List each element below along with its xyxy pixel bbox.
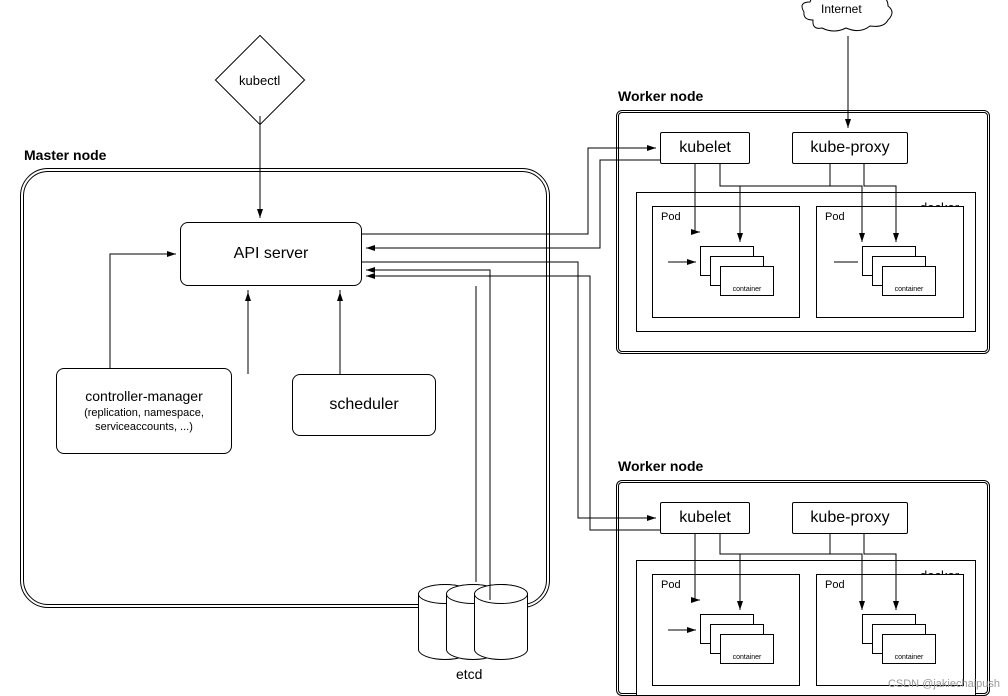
worker2-pod1-title: Pod [661, 579, 681, 591]
kubectl-node: kubectl [215, 35, 306, 126]
worker1-pod2-c3: container [882, 266, 936, 296]
worker1-pod2-title: Pod [825, 211, 845, 223]
diagram-canvas: Internet kubectl Master node API server … [0, 0, 1008, 696]
scheduler-box: scheduler [292, 374, 436, 436]
etcd-label: etcd [456, 666, 482, 682]
worker1-kubelet-label: kubelet [679, 139, 731, 157]
worker2-kubelet-box: kubelet [660, 502, 750, 534]
worker1-title: Worker node [618, 88, 703, 104]
kubectl-label: kubectl [229, 73, 291, 88]
controller-manager-title: controller-manager [85, 388, 203, 404]
worker1-pod1-title: Pod [661, 211, 681, 223]
controller-manager-box: controller-manager (replication, namespa… [56, 368, 232, 454]
worker1-kubelet-box: kubelet [660, 132, 750, 164]
internet-label: Internet [821, 2, 862, 16]
worker2-kubelet-label: kubelet [679, 509, 731, 527]
api-server-box: API server [180, 222, 362, 286]
controller-manager-subtitle: (replication, namespace, serviceaccounts… [65, 406, 223, 435]
etcd-cyl-3 [474, 584, 528, 660]
worker2-title: Worker node [618, 458, 703, 474]
worker2-kubeproxy-box: kube-proxy [792, 502, 908, 534]
api-server-label: API server [234, 245, 309, 263]
master-title: Master node [24, 147, 106, 163]
worker2-pod2-c3: container [882, 634, 936, 664]
worker1-kubeproxy-label: kube-proxy [810, 139, 889, 157]
watermark: CSDN @jakiechaipush [888, 678, 1000, 690]
worker2-kubeproxy-label: kube-proxy [810, 509, 889, 527]
worker1-pod1-c3: container [720, 266, 774, 296]
worker2-pod1-c3: container [720, 634, 774, 664]
scheduler-label: scheduler [329, 396, 398, 414]
worker2-pod2-title: Pod [825, 579, 845, 591]
worker1-kubeproxy-box: kube-proxy [792, 132, 908, 164]
